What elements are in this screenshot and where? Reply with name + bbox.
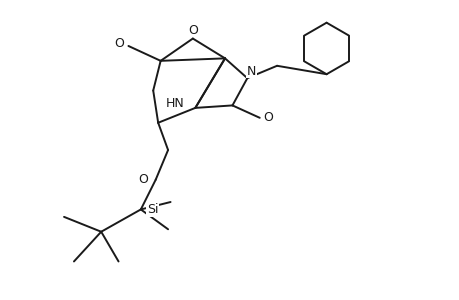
Text: N: N [246, 65, 255, 78]
Text: O: O [263, 111, 273, 124]
Text: O: O [187, 24, 197, 37]
Text: O: O [138, 173, 147, 186]
Text: HN: HN [165, 98, 184, 110]
Text: Si: Si [146, 203, 158, 216]
Text: O: O [114, 37, 124, 50]
